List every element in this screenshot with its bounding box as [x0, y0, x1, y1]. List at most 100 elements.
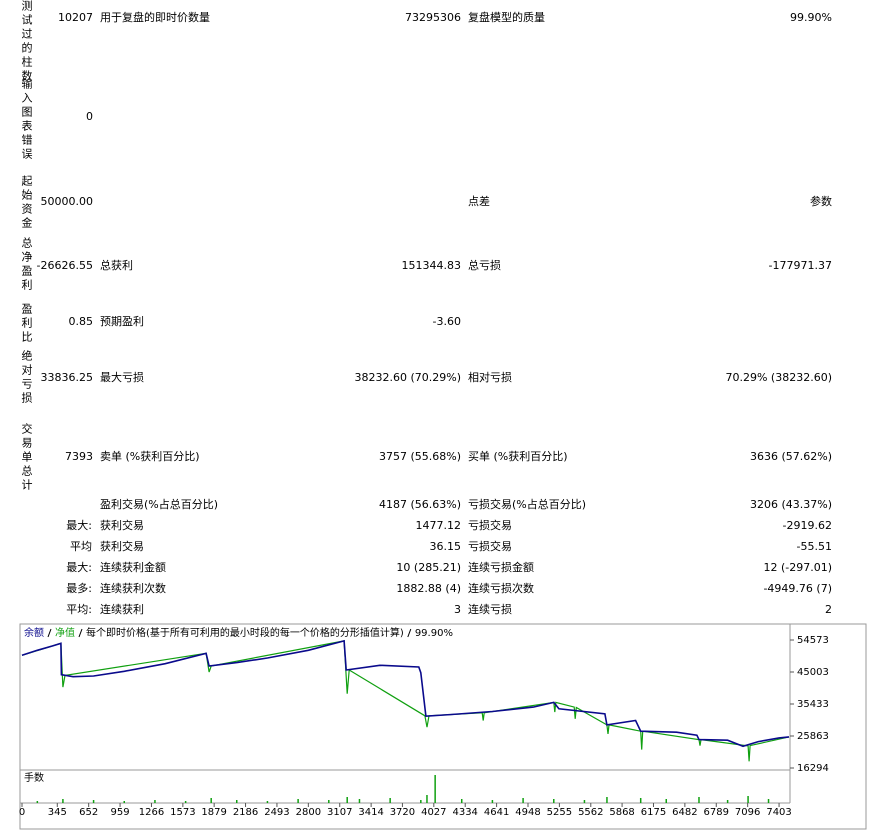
volume-label: 手数 — [24, 771, 44, 784]
cell-value: 2 — [825, 603, 832, 616]
cell-value: 4187 (56.63%) — [378, 498, 461, 511]
legend-entry: 余额 — [24, 626, 44, 639]
row-label: 盈利比 — [20, 303, 33, 345]
cell-label: 总亏损 — [468, 259, 501, 272]
cell-value: 99.90% — [790, 11, 832, 24]
x-tick-label: 1573 — [170, 807, 195, 818]
cell-value: 70.29% (38232.60) — [725, 371, 832, 384]
x-tick-label: 2186 — [233, 807, 258, 818]
row-label: 最大: — [66, 519, 92, 532]
cell-value: 36.15 — [429, 540, 462, 553]
cell-label: 连续亏损 — [468, 603, 512, 616]
chart-frame — [19, 623, 867, 830]
cell-value: -55.51 — [796, 540, 832, 553]
x-tick-label: 4641 — [484, 807, 509, 818]
x-tick-label: 4334 — [452, 807, 477, 818]
x-tick-label: 5562 — [578, 807, 603, 818]
cell-value: 38232.60 (70.29%) — [354, 371, 461, 384]
cell-label: 连续获利金额 — [100, 561, 166, 574]
cell-value: 1477.12 — [415, 519, 462, 532]
cell-label: 亏损交易 — [468, 540, 512, 553]
y-tick-label: 35433 — [797, 699, 829, 710]
row-label: 最大: — [66, 561, 92, 574]
row-label: 总净盈利 — [20, 237, 33, 293]
cell-label: 预期盈利 — [100, 315, 144, 328]
x-tick-label: 345 — [48, 807, 67, 818]
legend-separator — [47, 628, 52, 638]
x-tick-label: 3107 — [327, 807, 352, 818]
cell-value: 3 — [454, 603, 461, 616]
x-tick-label: 4027 — [421, 807, 446, 818]
row-label: 交易单总计 — [20, 423, 33, 493]
series-line — [21, 639, 790, 748]
x-tick-label: 1879 — [201, 807, 226, 818]
legend-separator — [78, 628, 83, 638]
legend-separator — [407, 628, 412, 638]
cell-value: -3.60 — [432, 315, 461, 328]
cell-value: 12 (-297.01) — [763, 561, 832, 574]
cell-value: 参数 — [810, 195, 832, 208]
row-label: 输入图表错误 — [20, 78, 33, 162]
chart-subtitle: 每个即时价格(基于所有可利用的最小时段的每一个价格的分形插值计算) — [86, 626, 404, 639]
row-label: 起始资金 — [20, 175, 33, 231]
cell-label: 点差 — [468, 195, 490, 208]
cell-value: 3757 (55.68%) — [378, 450, 461, 463]
row-value: 7393 — [65, 450, 93, 463]
y-tick-label: 16294 — [797, 763, 829, 774]
cell-label: 连续亏损金额 — [468, 561, 534, 574]
row-label: 平均 — [70, 540, 92, 553]
x-tick-label: 2493 — [264, 807, 289, 818]
row-label: 平均: — [66, 603, 92, 616]
row-label: 测试过的柱数 — [20, 0, 33, 84]
cell-label: 最大亏损 — [100, 371, 144, 384]
cell-value: -4949.76 (7) — [763, 582, 832, 595]
cell-label: 卖单 (%获利百分比) — [100, 450, 200, 463]
cell-label: 盈利交易(%占总百分比) — [100, 498, 219, 511]
model-quality: 99.90% — [415, 628, 453, 639]
cell-label: 获利交易 — [100, 519, 144, 532]
cell-label: 用于复盘的即时价数量 — [100, 11, 210, 24]
x-tick-label: 7096 — [735, 807, 760, 818]
x-tick-label: 6482 — [672, 807, 697, 818]
x-tick-label: 5255 — [547, 807, 572, 818]
y-tick-label: 25863 — [797, 731, 829, 742]
cell-value: 1882.88 (4) — [396, 582, 461, 595]
cell-value: 3206 (43.37%) — [749, 498, 832, 511]
series-line — [21, 640, 790, 762]
x-tick-label: 4948 — [515, 807, 540, 818]
row-value: 33836.25 — [40, 371, 94, 384]
y-tick-label: 54573 — [797, 635, 829, 646]
cell-label: 连续获利次数 — [100, 582, 166, 595]
cell-label: 亏损交易(%占总百分比) — [468, 498, 587, 511]
cell-label: 相对亏损 — [468, 371, 512, 384]
row-value: 50000.00 — [40, 195, 94, 208]
x-tick-label: 1266 — [139, 807, 164, 818]
x-tick-label: 5868 — [609, 807, 634, 818]
cell-label: 复盘模型的质量 — [468, 11, 545, 24]
row-value: -26626.55 — [36, 259, 93, 272]
x-tick-label: 6175 — [641, 807, 666, 818]
cell-value: -2919.62 — [782, 519, 832, 532]
x-tick-label: 3414 — [358, 807, 383, 818]
cell-value: -177971.37 — [768, 259, 832, 272]
legend-entry: 净值 — [55, 626, 75, 639]
row-label: 最多: — [66, 582, 92, 595]
cell-value: 151344.83 — [401, 259, 462, 272]
x-tick-label: 2800 — [296, 807, 321, 818]
cell-label: 连续亏损次数 — [468, 582, 534, 595]
cell-label: 总获利 — [100, 259, 133, 272]
cell-label: 亏损交易 — [468, 519, 512, 532]
row-label: 绝对亏损 — [20, 350, 33, 406]
cell-label: 获利交易 — [100, 540, 144, 553]
x-tick-label: 7403 — [766, 807, 791, 818]
x-tick-label: 652 — [79, 807, 98, 818]
row-value: 0.85 — [68, 315, 94, 328]
cell-label: 买单 (%获利百分比) — [468, 450, 568, 463]
x-tick-label: 6789 — [704, 807, 729, 818]
x-tick-label: 3720 — [390, 807, 415, 818]
y-tick-label: 45003 — [797, 667, 829, 678]
cell-value: 73295306 — [405, 11, 461, 24]
x-tick-label: 0 — [19, 807, 25, 818]
